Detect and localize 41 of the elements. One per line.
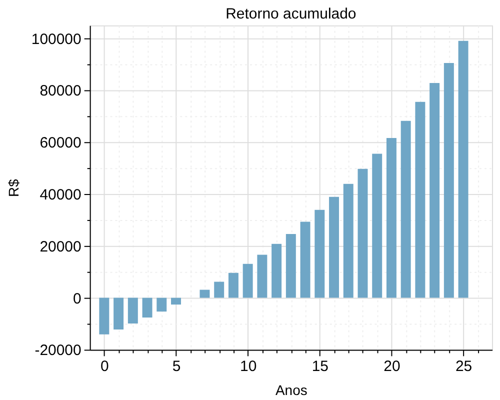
bar [242, 264, 253, 298]
bar [214, 282, 224, 298]
bar [430, 82, 440, 298]
y-tick-label: 80000 [40, 82, 82, 100]
bar [286, 234, 296, 298]
y-tick-label: 0 [73, 290, 82, 308]
x-tick-label: 25 [455, 358, 472, 376]
x-tick-label: 5 [172, 358, 181, 376]
x-axis-title: Anos [275, 382, 308, 398]
bar [142, 298, 152, 318]
bar [358, 168, 368, 298]
y-axis-title: R$ [5, 178, 22, 197]
bar [314, 210, 325, 298]
bar [400, 120, 411, 298]
chart-title: Retorno acumulado [226, 5, 356, 22]
bar [343, 184, 354, 298]
bar [272, 244, 282, 298]
bar [444, 62, 454, 298]
y-tick-label: 60000 [40, 134, 82, 152]
bar [228, 272, 238, 298]
x-tick-label: 0 [100, 358, 109, 376]
bar [386, 138, 396, 298]
x-tick-label: 20 [384, 358, 400, 376]
bar [114, 298, 124, 330]
bar [300, 222, 310, 298]
bar [200, 290, 210, 298]
bar [458, 40, 468, 298]
x-tick-label: 10 [240, 358, 257, 376]
bar [156, 298, 167, 312]
bar [415, 102, 426, 298]
y-tick-label: 40000 [40, 186, 82, 204]
bar [372, 154, 382, 298]
y-tick-label: 20000 [40, 238, 82, 256]
bar [99, 298, 110, 334]
x-tick-label: 15 [312, 358, 328, 376]
bar [329, 196, 339, 298]
bar [171, 298, 181, 305]
y-tick-label: 100000 [31, 30, 82, 48]
y-tick-label: -20000 [34, 342, 82, 360]
bar [128, 298, 138, 324]
bar [257, 254, 268, 298]
